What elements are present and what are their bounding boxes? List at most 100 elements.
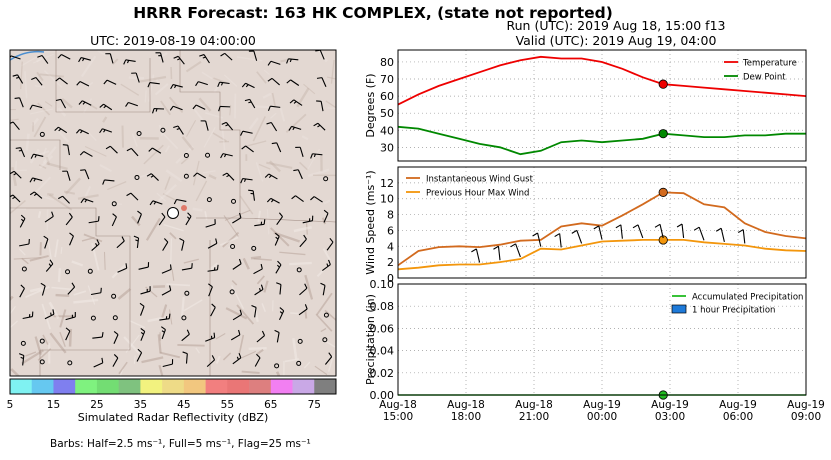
terrain-ridge bbox=[42, 147, 47, 156]
terrain-ridge bbox=[32, 53, 54, 64]
wind-barb-half-feather bbox=[202, 56, 206, 59]
terrain-ridge bbox=[201, 71, 213, 80]
y-tick-label: 0.04 bbox=[370, 345, 395, 358]
wind-barb-feather bbox=[286, 79, 291, 84]
wind-barb-shaft bbox=[34, 191, 43, 199]
wind-barb-shaft bbox=[65, 330, 71, 341]
wind-barb-half-feather bbox=[176, 128, 180, 130]
wind-barb-feather bbox=[310, 153, 313, 159]
wind-barb-feather bbox=[222, 172, 228, 176]
wind-barb-feather bbox=[238, 352, 242, 359]
wind-barb-shaft bbox=[12, 121, 20, 131]
colorbar-segment bbox=[96, 379, 119, 394]
terrain-ridge bbox=[57, 268, 62, 283]
terrain-ridge bbox=[230, 285, 245, 310]
wind-barb-feather bbox=[274, 329, 280, 334]
wind-barb-shaft bbox=[130, 148, 139, 157]
wind-barb-shaft bbox=[102, 128, 113, 133]
wind-barb-feather bbox=[10, 170, 15, 175]
terrain-ridge bbox=[32, 176, 52, 196]
wind-barb-half-feather bbox=[245, 84, 249, 88]
series-line bbox=[397, 125, 806, 156]
wind-barb-shaft bbox=[116, 240, 125, 249]
terrain-ridge bbox=[21, 257, 29, 265]
terrain-ridge bbox=[316, 292, 333, 316]
calm-wind-circle bbox=[231, 198, 237, 204]
wind-barb-shaft bbox=[205, 337, 215, 342]
wind-barb-feather bbox=[220, 52, 226, 57]
wind-barb-shaft bbox=[33, 153, 44, 157]
terrain-ridge bbox=[120, 83, 140, 96]
wind-barb-shaft bbox=[103, 103, 113, 111]
calm-wind-circle bbox=[39, 359, 45, 365]
wind-barb-shaft bbox=[22, 315, 33, 320]
y-tick-label: 80 bbox=[380, 56, 394, 69]
wind-barb-shaft bbox=[59, 77, 68, 85]
terrain-ridge bbox=[208, 174, 217, 180]
wind-barb-shaft bbox=[161, 329, 166, 340]
terrain-ridge bbox=[256, 348, 264, 356]
calm-wind-circle bbox=[112, 315, 118, 321]
terrain-ridge bbox=[125, 334, 140, 353]
terrain-ridge bbox=[48, 194, 73, 211]
x-tick-label: Aug-19 bbox=[719, 399, 757, 411]
coastline bbox=[10, 50, 45, 61]
terrain-ridge bbox=[148, 74, 155, 102]
calm-wind-circle bbox=[87, 268, 93, 274]
terrain-ridge bbox=[11, 167, 18, 187]
wind-barb-feather bbox=[173, 125, 179, 129]
colorbar-segment bbox=[183, 379, 206, 394]
terrain-ridge bbox=[195, 347, 200, 354]
y-tick-label: 12 bbox=[380, 177, 394, 190]
wind-barb-shaft bbox=[742, 229, 746, 244]
x-tick-label: 18:00 bbox=[451, 411, 481, 423]
wind-barb-shaft bbox=[224, 52, 233, 61]
colorbar-tick-label: 25 bbox=[90, 399, 103, 411]
terrain-ridge bbox=[121, 125, 125, 148]
terrain-ridge bbox=[60, 247, 63, 254]
terrain-ridge bbox=[140, 75, 167, 83]
wind-barb-half-feather bbox=[103, 105, 107, 109]
wind-barb-shaft bbox=[326, 241, 334, 251]
wind-barb-shaft bbox=[313, 196, 323, 203]
wind-barb-shaft bbox=[323, 213, 329, 223]
terrain-ridge bbox=[248, 117, 259, 130]
wind-barb-half-feather bbox=[12, 196, 16, 200]
wind-barb-feather bbox=[49, 259, 54, 265]
calm-wind-circle bbox=[274, 363, 280, 369]
colorbar-segment bbox=[227, 379, 250, 394]
wind-barb-feather bbox=[211, 303, 216, 308]
wind-barb-shaft bbox=[276, 142, 282, 153]
wind-barb-feather bbox=[54, 126, 59, 131]
terrain-ridge bbox=[39, 155, 54, 169]
wind-barb-feather bbox=[55, 77, 60, 82]
barbs-caption: Barbs: Half=2.5 ms⁻¹, Full=5 ms⁻¹, Flag=… bbox=[50, 438, 311, 450]
terrain-ridge bbox=[241, 350, 256, 359]
wind-barb-half-feather bbox=[223, 154, 227, 158]
wind-barb-half-feather bbox=[95, 243, 98, 247]
terrain-ridge bbox=[68, 328, 73, 347]
terrain-ridge bbox=[213, 77, 228, 84]
wind-barb-shaft bbox=[576, 230, 583, 244]
wind-barb-shaft bbox=[225, 122, 234, 131]
terrain-ridge bbox=[321, 217, 327, 225]
wind-barb-shaft bbox=[207, 242, 218, 249]
colorbar-segment bbox=[249, 379, 272, 394]
wind-barb-shaft bbox=[203, 54, 210, 64]
terrain-ridge bbox=[224, 209, 251, 221]
chart-frame bbox=[397, 283, 807, 396]
wind-barb-half-feather bbox=[177, 58, 181, 61]
wind-barb-feather bbox=[187, 212, 192, 217]
wind-barb-half-feather bbox=[276, 264, 280, 268]
wind-barb-half-feather bbox=[135, 239, 139, 242]
terrain-ridge bbox=[129, 320, 146, 329]
wind-barb-half-feather bbox=[155, 108, 158, 112]
terrain-ridge bbox=[91, 243, 100, 271]
legend-label: Accumulated Precipitation bbox=[692, 293, 803, 303]
wind-barb-feather bbox=[693, 226, 700, 231]
wind-barb-feather bbox=[169, 285, 172, 291]
terrain-ridge bbox=[42, 334, 49, 345]
wind-barb-shaft bbox=[69, 235, 74, 246]
wind-barb-feather bbox=[471, 248, 477, 253]
